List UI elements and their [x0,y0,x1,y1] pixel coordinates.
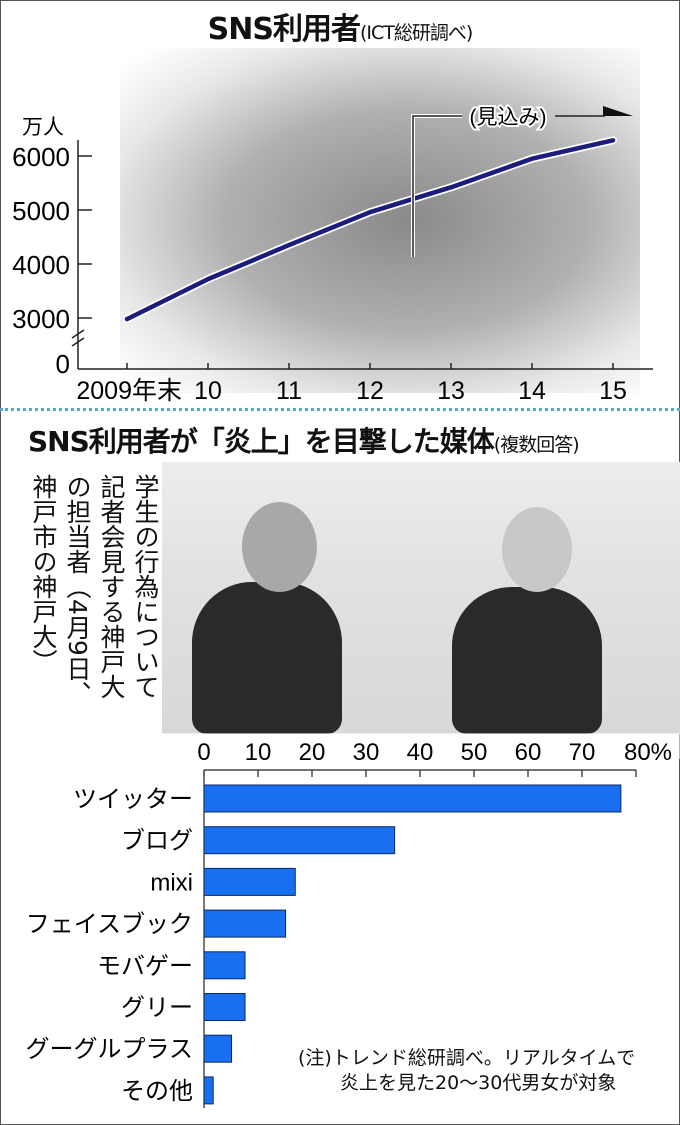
line-chart-subtitle: (ICT総研調べ) [360,22,473,44]
y-tick-label: 0 [56,349,70,379]
category-label: その他 [121,1078,193,1105]
press-conference-photo [162,462,680,734]
x-tick-label: 60 [515,739,542,766]
smartphone-photo [120,48,640,393]
tick-label-backdrop [162,733,680,759]
category-label: フェイスブック [26,911,193,938]
section-divider [0,408,680,411]
axis-break-mark [71,329,85,347]
bar-5 [203,993,246,1021]
bar-3 [203,909,287,938]
data-point [530,156,534,161]
photo-caption: 学生の行為について記者会見する神戸大の担当者（4月9日、神戸市の神戸大） [29,474,160,706]
note-line-1: (注)トレンド総研調べ。リアルタイムで [298,1047,636,1069]
y-tick-label: 4000 [12,250,70,280]
category-label: グーグルプラス [25,1036,193,1063]
data-point [287,243,291,248]
person-left [192,582,342,734]
x-tick-label: 12 [356,377,384,405]
x-tick-label: 70 [569,739,596,766]
x-tick-label: 11 [276,377,302,405]
x-tick-label: 10 [245,739,272,766]
category-label: グリー [121,995,193,1022]
x-tick-label: 15 [599,377,627,405]
x-tick-label: 20 [299,739,326,766]
category-label: ブログ [121,828,193,855]
bar-7 [203,1076,214,1105]
bar-chart-title-text: SNS利用者が「炎上」を目撃した媒体 [28,425,495,458]
bar-6 [203,1034,233,1063]
bar-2 [203,867,296,896]
line-chart: 万人 0 3000 4000 5000 6000 2009年末 10 11 12 13 14 15 (見込… [12,104,653,405]
bar-1 [203,826,396,855]
data-point [206,277,210,282]
x-tick-label: 14 [518,377,546,405]
category-label: mixi [150,869,193,896]
annotation-label: (見込み) [470,106,547,129]
line-chart-title-text: SNS利用者 [207,12,361,47]
data-point [449,185,453,190]
annotation-leader [412,115,462,257]
y-unit-label: 万人 [22,116,64,139]
x-tick-label: 10 [194,377,222,405]
x-tick-label: 40 [407,739,434,766]
category-label: ツイッター [73,786,193,813]
bar-4 [203,951,246,980]
y-tick-label: 6000 [12,142,70,172]
data-point [368,210,372,215]
data-point [611,138,615,143]
y-tick-label: 5000 [12,196,70,226]
y-tick-label: 3000 [12,304,70,334]
x-tick-label: 80% [624,739,672,766]
x-tick-label: 13 [437,377,465,405]
data-point [125,317,129,322]
x-tick-label: 0 [197,739,210,766]
person-left-head [242,502,317,592]
x-tick-label: 30 [353,739,380,766]
person-right [452,587,602,734]
note-line-2: 炎上を見た20〜30代男女が対象 [340,1072,617,1094]
bar-chart-note: (注)トレンド総研調べ。リアルタイムで 炎上を見た20〜30代男女が対象 [298,1046,678,1096]
x-tick-label: 50 [461,739,488,766]
person-right-head [502,507,572,592]
category-label: モバゲー [97,953,193,980]
bar-chart-title: SNS利用者が「炎上」を目撃した媒体(複数回答) [28,420,580,460]
line-chart-title: SNS利用者(ICT総研調べ) [0,4,680,48]
bar-chart-subtitle: (複数回答) [493,434,580,456]
bar-0 [203,784,622,813]
x-tick-label: 2009年末 [76,377,182,405]
annotation-arrow-head [603,106,633,116]
